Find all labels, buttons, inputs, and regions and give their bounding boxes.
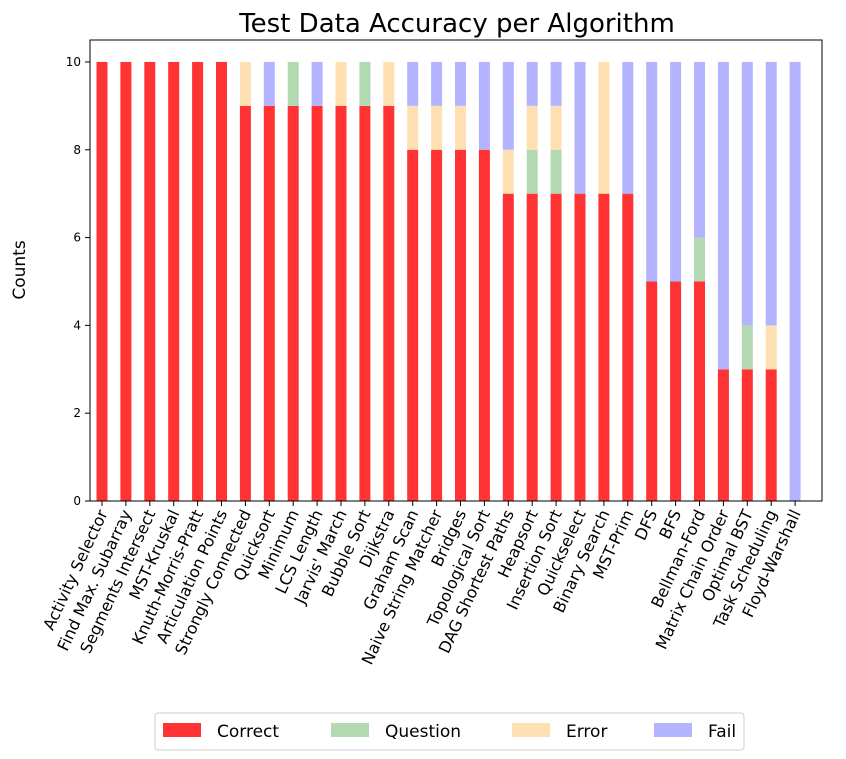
bar-correct-23 [646, 281, 658, 501]
legend-swatch-question [331, 723, 369, 737]
y-tick-label-1: 2 [73, 406, 81, 420]
bar-fail-19 [550, 61, 562, 106]
bar-fail-29 [789, 61, 801, 501]
bar-fail-27 [741, 61, 753, 326]
bar-correct-12 [383, 105, 395, 502]
legend-label-question: Question [385, 722, 461, 742]
bar-correct-22 [622, 193, 634, 502]
bar-correct-8 [287, 105, 299, 502]
bar-correct-28 [765, 369, 777, 501]
y-tick-label-2: 4 [73, 318, 81, 332]
bar-question-25 [694, 237, 705, 282]
bar-correct-24 [670, 281, 682, 501]
y-axis: 0 2 4 6 8 10 [66, 55, 90, 508]
bar-question-8 [287, 61, 299, 106]
bar-error-10 [335, 61, 347, 106]
legend-frame [154, 712, 745, 751]
chart-title: Test Data Accuracy per Algorithm [238, 9, 675, 39]
bar-fail-22 [622, 61, 634, 194]
bar-correct-1 [120, 61, 132, 501]
bar-error-19 [550, 105, 562, 150]
bar-fail-24 [670, 61, 682, 282]
legend-swatch-error [512, 723, 550, 737]
bar-question-11 [359, 61, 371, 106]
y-tick-label-4: 8 [73, 143, 81, 157]
bars-group [96, 61, 801, 502]
bar-error-21 [598, 61, 610, 194]
bar-correct-18 [526, 193, 538, 502]
bar-fail-17 [502, 61, 514, 150]
bar-correct-16 [478, 149, 490, 501]
bar-error-12 [383, 61, 395, 106]
bar-fail-20 [574, 61, 586, 194]
y-axis-label: Counts [10, 240, 30, 299]
bar-correct-27 [741, 369, 753, 501]
bar-correct-21 [598, 193, 610, 502]
bar-fail-7 [263, 61, 275, 106]
bar-error-13 [407, 105, 419, 150]
bar-correct-19 [550, 193, 562, 502]
bar-fail-9 [311, 61, 323, 106]
bar-fail-23 [646, 61, 658, 282]
bar-correct-26 [717, 369, 729, 501]
bar-question-18 [526, 149, 538, 194]
y-tick-label-3: 6 [73, 231, 81, 245]
bar-error-14 [431, 105, 443, 150]
bar-question-19 [550, 149, 562, 194]
legend-swatch-correct [163, 723, 201, 737]
bar-correct-20 [574, 193, 586, 502]
bar-error-18 [526, 105, 538, 150]
bar-correct-15 [455, 149, 466, 501]
bar-error-6 [239, 61, 251, 106]
bar-fail-14 [431, 61, 443, 106]
bar-correct-9 [311, 105, 323, 502]
bar-correct-14 [431, 149, 443, 501]
y-tick-label-5: 10 [66, 55, 81, 69]
bar-correct-11 [359, 105, 371, 502]
bar-correct-0 [96, 61, 108, 501]
bar-fail-28 [765, 61, 777, 326]
bar-error-15 [455, 105, 466, 150]
bar-fail-25 [694, 61, 705, 238]
legend-label-error: Error [566, 722, 607, 742]
bar-fail-13 [407, 61, 419, 106]
bar-correct-4 [192, 61, 204, 501]
bar-correct-25 [694, 281, 705, 501]
x-tick-label-23: DFS [631, 507, 661, 543]
bar-correct-5 [216, 61, 227, 501]
legend: Correct Question Error Fail [154, 712, 745, 751]
bar-correct-13 [407, 149, 419, 501]
bar-fail-16 [478, 61, 490, 150]
bar-error-28 [765, 325, 777, 370]
bar-correct-10 [335, 105, 347, 502]
bar-fail-15 [455, 61, 466, 106]
bar-fail-26 [717, 61, 729, 370]
legend-swatch-fail [654, 723, 692, 737]
bar-fail-18 [526, 61, 538, 106]
bar-correct-17 [502, 193, 514, 502]
bar-correct-7 [263, 105, 275, 502]
plot-frame [89, 39, 823, 502]
bar-correct-2 [144, 61, 156, 501]
bar-correct-6 [239, 105, 251, 502]
bar-question-27 [741, 325, 753, 370]
y-tick-label-0: 0 [73, 494, 81, 508]
bar-error-17 [502, 149, 514, 194]
legend-label-fail: Fail [708, 722, 736, 742]
bar-correct-3 [168, 61, 180, 501]
legend-label-correct: Correct [217, 722, 279, 742]
